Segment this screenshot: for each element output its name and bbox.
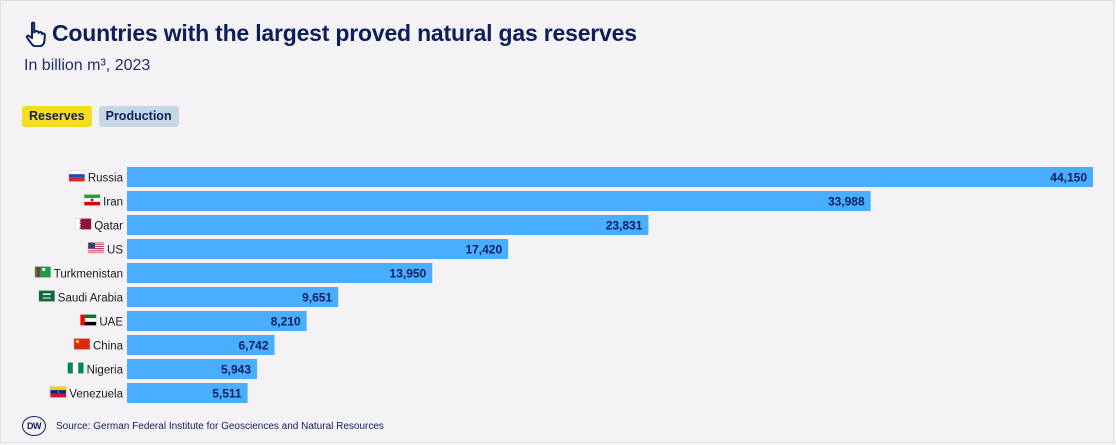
tab-reserves[interactable]: Reserves [22, 106, 92, 127]
bar-value-label: 33,988 [828, 195, 865, 209]
bar[interactable] [127, 383, 248, 403]
bar[interactable] [127, 263, 433, 283]
venezuela-flag-icon [50, 386, 67, 398]
bar-value-label: 13,950 [390, 267, 427, 281]
bar-value-label: 17,420 [465, 243, 502, 257]
category-label: Saudi Arabia [58, 293, 124, 305]
bar[interactable] [127, 191, 871, 211]
category-label: Nigeria [87, 365, 124, 377]
us-flag-icon [87, 242, 105, 254]
qatar-flag-icon [75, 218, 92, 230]
category-label: Russia [88, 173, 124, 185]
bar-value-label: 8,210 [271, 315, 301, 329]
category-label: Turkmenistan [54, 269, 123, 281]
uae-flag-icon [80, 314, 97, 326]
bar-value-label: 23,831 [606, 219, 643, 233]
metric-tabs: Reserves Production [22, 106, 179, 127]
bar[interactable] [127, 311, 307, 331]
category-label: China [93, 341, 124, 353]
chart-title: Countries with the largest proved natura… [52, 20, 637, 46]
dw-logo: DW [22, 416, 46, 436]
category-label: Iran [103, 197, 123, 209]
russia-flag-icon [68, 170, 86, 182]
bar[interactable] [127, 287, 339, 307]
tab-production[interactable]: Production [98, 106, 179, 127]
source-note: Source: German Federal Institute for Geo… [56, 420, 384, 432]
saudi-arabia-flag-icon [38, 290, 55, 302]
bar-value-label: 5,943 [221, 363, 251, 377]
bar-value-label: 5,511 [212, 387, 242, 401]
chart-header: Countries with the largest proved natura… [24, 20, 637, 75]
category-label: US [107, 245, 123, 257]
china-flag-icon [73, 338, 91, 350]
nigeria-flag-icon [67, 362, 84, 374]
category-label: Qatar [94, 221, 123, 233]
bar[interactable] [127, 239, 509, 259]
bar[interactable] [127, 335, 275, 355]
pointer-hand-icon [25, 21, 46, 47]
turkmenistan-flag-icon [34, 266, 51, 278]
bar[interactable] [127, 359, 258, 379]
category-label: UAE [99, 317, 123, 329]
bar-chart: 44,150 Russia 33,988 Iran 23,831 Qatar 17,420 U… [34, 167, 1093, 403]
category-label: Venezuela [69, 389, 123, 401]
bar[interactable] [127, 215, 649, 235]
bar-value-label: 9,651 [302, 291, 332, 305]
chart-subtitle: In billion m³, 2023 [24, 57, 151, 74]
iran-flag-icon [83, 194, 101, 206]
bar[interactable] [127, 167, 1093, 187]
chart-footer: DW Source: German Federal Institute for … [22, 416, 384, 436]
bar-value-label: 6,742 [238, 339, 268, 353]
bar-value-label: 44,150 [1050, 171, 1087, 185]
title-row: Countries with the largest proved natura… [24, 20, 637, 47]
